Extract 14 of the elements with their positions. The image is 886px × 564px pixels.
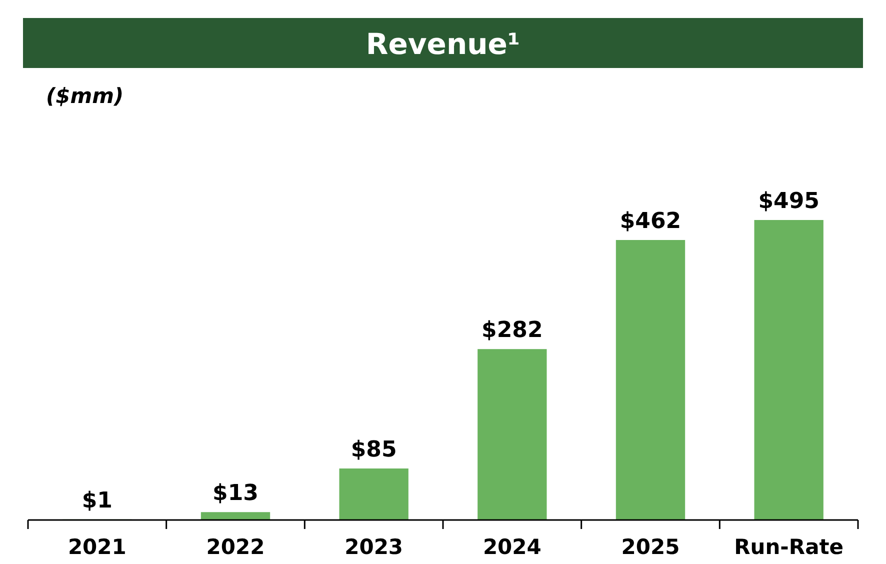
x-tick-label: Run-Rate (734, 535, 844, 559)
data-label: $282 (482, 318, 543, 344)
x-tick-label: 2024 (482, 535, 542, 559)
x-tick-label: 2025 (621, 535, 680, 559)
data-label: $85 (350, 437, 397, 462)
data-label: $495 (758, 189, 820, 214)
chart-subtitle: ($mm) (46, 84, 124, 108)
chart-title: Revenue¹ (366, 27, 520, 61)
x-tick-label: 2022 (206, 535, 265, 559)
x-tick-label: 2023 (344, 535, 404, 559)
data-label: $462 (620, 209, 682, 234)
data-label: $1 (82, 488, 112, 514)
x-tick-label: 2021 (68, 535, 126, 559)
data-label: $13 (212, 481, 258, 506)
